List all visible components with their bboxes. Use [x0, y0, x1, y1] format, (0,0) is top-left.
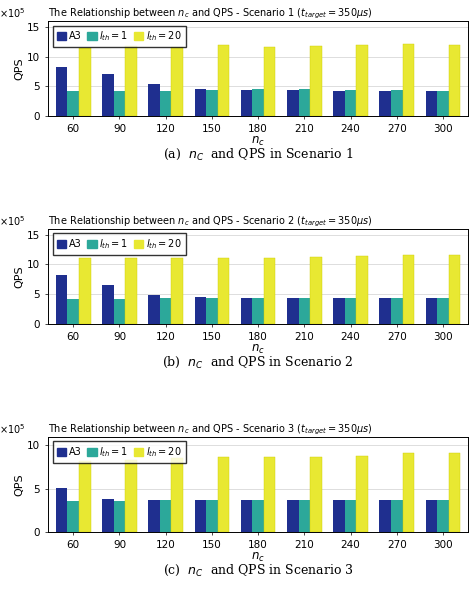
- Bar: [345, 90, 356, 116]
- Bar: [449, 256, 460, 324]
- Bar: [218, 259, 229, 324]
- Bar: [218, 457, 229, 532]
- Bar: [333, 299, 345, 324]
- Bar: [148, 84, 160, 116]
- Bar: [380, 299, 391, 324]
- Bar: [449, 453, 460, 532]
- Bar: [310, 46, 322, 116]
- Legend: A3, $l_{th} = 1$, $l_{th} = 20$: A3, $l_{th} = 1$, $l_{th} = 20$: [53, 442, 186, 463]
- Bar: [310, 257, 322, 324]
- Bar: [426, 91, 437, 116]
- Bar: [79, 461, 91, 532]
- Bar: [299, 500, 310, 532]
- Bar: [333, 500, 345, 532]
- Bar: [172, 458, 183, 532]
- Bar: [206, 500, 218, 532]
- Bar: [264, 457, 275, 532]
- Bar: [56, 275, 67, 324]
- Bar: [67, 91, 79, 116]
- Bar: [402, 453, 414, 532]
- Bar: [402, 44, 414, 116]
- Bar: [114, 501, 125, 532]
- Bar: [241, 90, 252, 116]
- Bar: [380, 500, 391, 532]
- Bar: [437, 299, 449, 324]
- Bar: [310, 457, 322, 532]
- Text: The Relationship between $n_c$ and QPS - Scenario 2 ($t_{target} = 350\mu s$): The Relationship between $n_c$ and QPS -…: [48, 214, 372, 229]
- Bar: [79, 48, 91, 116]
- Bar: [241, 500, 252, 532]
- Bar: [241, 298, 252, 324]
- Bar: [206, 90, 218, 116]
- Bar: [148, 295, 160, 324]
- Bar: [194, 500, 206, 532]
- Bar: [391, 500, 402, 532]
- Y-axis label: QPS: QPS: [14, 265, 24, 288]
- Text: (c)  $n_C$  and QPS in Scenario 3: (c) $n_C$ and QPS in Scenario 3: [163, 563, 354, 578]
- Bar: [391, 90, 402, 116]
- Bar: [67, 299, 79, 324]
- Bar: [437, 91, 449, 116]
- Text: $\times 10^5$: $\times 10^5$: [0, 6, 26, 20]
- Bar: [264, 47, 275, 116]
- Text: The Relationship between $n_c$ and QPS - Scenario 1 ($t_{target} = 350\mu s$): The Relationship between $n_c$ and QPS -…: [48, 7, 372, 21]
- Bar: [356, 456, 368, 532]
- Bar: [160, 299, 172, 324]
- Bar: [102, 285, 114, 324]
- Text: $\times 10^5$: $\times 10^5$: [0, 214, 26, 228]
- Bar: [345, 500, 356, 532]
- Bar: [426, 500, 437, 532]
- Bar: [391, 299, 402, 324]
- Bar: [114, 91, 125, 116]
- X-axis label: $n_c$: $n_c$: [251, 343, 265, 356]
- Bar: [194, 297, 206, 324]
- Bar: [102, 499, 114, 532]
- Bar: [437, 500, 449, 532]
- Bar: [160, 91, 172, 116]
- Bar: [299, 299, 310, 324]
- Bar: [114, 299, 125, 324]
- Legend: A3, $l_{th} = 1$, $l_{th} = 20$: A3, $l_{th} = 1$, $l_{th} = 20$: [53, 26, 186, 47]
- Bar: [218, 45, 229, 116]
- Bar: [287, 298, 299, 324]
- Bar: [194, 89, 206, 116]
- Bar: [356, 45, 368, 116]
- Bar: [125, 46, 137, 116]
- Bar: [426, 299, 437, 324]
- Bar: [299, 89, 310, 116]
- Bar: [252, 89, 264, 116]
- Text: (a)  $n_C$  and QPS in Scenario 1: (a) $n_C$ and QPS in Scenario 1: [163, 147, 353, 162]
- Y-axis label: QPS: QPS: [14, 57, 24, 80]
- Bar: [252, 500, 264, 532]
- Bar: [402, 256, 414, 324]
- X-axis label: $n_c$: $n_c$: [251, 135, 265, 148]
- Text: $\times 10^5$: $\times 10^5$: [0, 422, 26, 436]
- Bar: [380, 91, 391, 116]
- Bar: [125, 259, 137, 324]
- Bar: [449, 45, 460, 116]
- Bar: [264, 259, 275, 324]
- Bar: [172, 47, 183, 116]
- Bar: [356, 256, 368, 324]
- Bar: [148, 500, 160, 532]
- Legend: A3, $l_{th} = 1$, $l_{th} = 20$: A3, $l_{th} = 1$, $l_{th} = 20$: [53, 234, 186, 255]
- Bar: [56, 67, 67, 116]
- Bar: [287, 500, 299, 532]
- Bar: [172, 259, 183, 324]
- Y-axis label: QPS: QPS: [14, 473, 24, 496]
- Bar: [252, 299, 264, 324]
- Bar: [206, 299, 218, 324]
- Bar: [56, 488, 67, 532]
- Bar: [102, 74, 114, 116]
- Bar: [345, 299, 356, 324]
- Text: (b)  $n_C$  and QPS in Scenario 2: (b) $n_C$ and QPS in Scenario 2: [163, 355, 354, 370]
- Bar: [79, 259, 91, 324]
- Bar: [160, 500, 172, 532]
- Bar: [287, 90, 299, 116]
- Bar: [333, 91, 345, 116]
- Bar: [67, 501, 79, 532]
- X-axis label: $n_c$: $n_c$: [251, 551, 265, 564]
- Text: The Relationship between $n_c$ and QPS - Scenario 3 ($t_{target} = 350\mu s$): The Relationship between $n_c$ and QPS -…: [48, 422, 372, 436]
- Bar: [125, 460, 137, 532]
